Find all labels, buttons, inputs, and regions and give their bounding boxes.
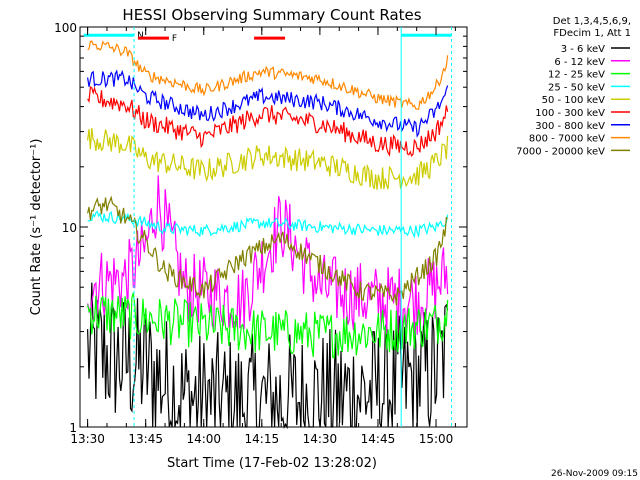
x-tick-label-2: 14:00 <box>186 432 221 446</box>
series-line-8 <box>87 195 448 306</box>
legend-label-8: 7000 - 20000 keV <box>516 146 605 157</box>
x-tick-label-6: 15:00 <box>419 432 454 446</box>
legend-label-4: 50 - 100 keV <box>542 95 606 106</box>
series-line-7 <box>87 40 449 111</box>
legend-label-1: 6 - 12 keV <box>554 57 605 68</box>
series-line-5 <box>87 85 449 157</box>
legend-label-0: 3 - 6 keV <box>561 44 605 55</box>
legend-label-2: 12 - 25 keV <box>548 70 605 81</box>
chart-title: HESSI Observing Summary Count Rates <box>122 6 421 24</box>
legend-label-3: 25 - 50 keV <box>548 82 605 93</box>
series-line-2 <box>87 292 449 359</box>
series-line-3 <box>87 210 449 239</box>
legend-header-0: Det 1,3,4,5,6,9, <box>553 16 631 27</box>
legend-label-5: 100 - 300 keV <box>535 108 605 119</box>
axis-layer: 13:30 13:45 14:00 14:15 14:30 14:45 15:00 1 10 10… <box>54 21 467 446</box>
series-line-1 <box>87 175 449 336</box>
x-tick-label-3: 14:15 <box>245 432 280 446</box>
flag-label-0: N <box>137 31 144 41</box>
flag-label-1: F <box>172 34 177 44</box>
x-tick-label-5: 14:45 <box>361 432 396 446</box>
legend-label-6: 300 - 800 keV <box>535 121 605 132</box>
y-tick-label-2: 100 <box>54 21 77 35</box>
series-layer <box>87 40 449 430</box>
x-tick-label-1: 13:45 <box>128 432 163 446</box>
x-tick-label-0: 13:30 <box>70 432 105 446</box>
legend: Det 1,3,4,5,6,9,FDecim 1, Att 1 3 - 6 keV… <box>516 16 631 157</box>
legend-header-1: FDecim 1, Att 1 <box>553 28 631 39</box>
x-axis-label: Start Time (17-Feb-02 13:28:02) <box>167 456 377 471</box>
y-tick-label-0: 1 <box>69 421 77 435</box>
series-line-4 <box>87 127 449 190</box>
y-tick-label-1: 10 <box>62 221 77 235</box>
legend-label-7: 800 - 7000 keV <box>529 134 605 145</box>
series-line-0 <box>87 282 449 430</box>
y-axis-label: Count Rate (s⁻¹ detector⁻¹) <box>29 139 44 316</box>
x-tick-label-4: 14:30 <box>303 432 338 446</box>
generation-timestamp: 26-Nov-2009 09:15 <box>551 469 638 479</box>
series-line-6 <box>87 69 449 138</box>
